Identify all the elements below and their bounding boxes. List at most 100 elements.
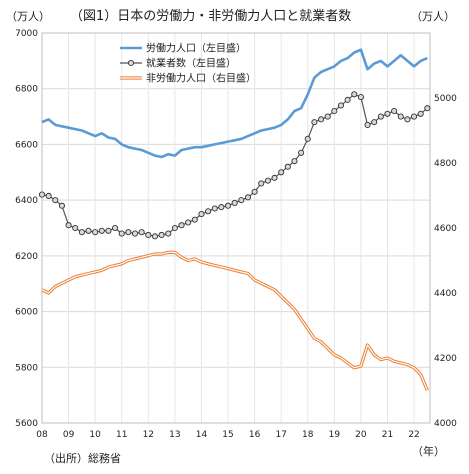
- series-point: [291, 158, 298, 165]
- x-tick-label: 11: [116, 430, 127, 440]
- series-point: [138, 229, 145, 236]
- series-point: [244, 194, 252, 201]
- series-point: [391, 107, 398, 115]
- series-point: [92, 229, 99, 236]
- x-tick-label: 13: [169, 430, 180, 440]
- series-point: [45, 192, 52, 200]
- left-tick-label: 6000: [15, 308, 38, 318]
- series-point: [317, 116, 325, 123]
- x-axis-unit: （年）: [412, 444, 445, 458]
- right-tick-label: 4400: [434, 289, 457, 299]
- x-tick-label: 22: [408, 430, 419, 440]
- left-tick-label: 5600: [15, 419, 38, 429]
- series-point: [98, 227, 105, 234]
- series-point: [278, 169, 285, 176]
- right-tick-label: 4200: [434, 354, 457, 364]
- series-point: [258, 180, 265, 187]
- series-point: [78, 229, 85, 236]
- legend-label: 非労働力人口（右目盛）: [146, 72, 256, 85]
- right-tick-label: 4600: [434, 224, 457, 234]
- series-point: [171, 224, 178, 232]
- series-point: [218, 204, 225, 211]
- legend-label: 労働力人口（左目盛）: [146, 42, 246, 55]
- x-tick-label: 20: [355, 430, 367, 440]
- series-point: [397, 113, 404, 120]
- x-tick-label: 08: [36, 430, 48, 440]
- series-point: [371, 119, 378, 126]
- series-point: [351, 91, 358, 98]
- legend-item: 労働力人口（左目盛）: [120, 42, 246, 55]
- series-point: [377, 113, 384, 120]
- series-point: [284, 163, 291, 170]
- series-point: [38, 191, 46, 198]
- series-point: [58, 202, 65, 209]
- series-point: [251, 188, 258, 195]
- series-point: [264, 177, 271, 184]
- series-point: [384, 110, 391, 117]
- series-point: [105, 227, 112, 234]
- x-tick-label: 12: [143, 430, 154, 440]
- x-tick-label: 09: [63, 430, 75, 440]
- series-point: [145, 231, 152, 239]
- x-tick-label: 14: [196, 430, 208, 440]
- left-axis-unit: （万人）: [6, 10, 50, 23]
- series-point: [178, 222, 185, 229]
- series-point: [198, 211, 205, 218]
- series-point: [424, 105, 431, 112]
- series-2: [41, 250, 429, 392]
- series-point: [404, 116, 411, 123]
- x-tick-label: 18: [302, 430, 314, 440]
- series-point: [72, 224, 79, 232]
- series-point: [65, 222, 72, 229]
- series-point: [331, 107, 338, 115]
- series-point: [151, 233, 158, 240]
- x-tick-label: 19: [329, 430, 341, 440]
- series-point: [238, 197, 245, 204]
- x-tick-label: 17: [275, 430, 286, 440]
- series-point: [231, 199, 238, 206]
- series-point: [125, 229, 132, 236]
- right-tick-label: 4000: [434, 419, 457, 429]
- source-note: （出所）総務省: [44, 451, 121, 465]
- series-point: [224, 202, 232, 209]
- series-line-inner: [41, 251, 428, 391]
- plot-border: [41, 32, 431, 424]
- right-tick-label: 5000: [434, 94, 457, 104]
- series-point: [311, 119, 318, 126]
- x-tick-label: 21: [382, 430, 393, 440]
- legend-item: 就業者数（左目盛）: [120, 57, 236, 70]
- x-axis-ticks: 08 09 10 11 12 13 14 15 16 17 18 19 20 21 22: [36, 430, 420, 440]
- left-tick-label: 6800: [15, 85, 38, 95]
- chart-title: （図1）日本の労働力・非労働力人口と就業者数: [70, 8, 351, 24]
- series-point: [158, 231, 165, 239]
- series-point: [118, 230, 125, 237]
- series-point: [85, 227, 92, 234]
- series-point: [112, 224, 119, 232]
- left-tick-label: 7000: [15, 29, 38, 39]
- x-tick-label: 10: [89, 430, 101, 440]
- series-point: [185, 219, 192, 226]
- series-1: [38, 91, 431, 240]
- series-point: [357, 94, 364, 101]
- series-point: [52, 197, 59, 204]
- legend: 労働力人口（左目盛） 就業者数（左目盛） 非労働力人口（右目盛）: [120, 42, 256, 85]
- series-point: [324, 113, 331, 120]
- right-tick-label: 4800: [434, 159, 457, 169]
- series-point: [131, 230, 139, 237]
- legend-label: 就業者数（左目盛）: [146, 57, 236, 70]
- right-axis-ticks: 4000 4200 4400 4600 4800 5000: [434, 94, 457, 429]
- series-point: [211, 205, 218, 212]
- series-point: [298, 149, 305, 156]
- series-point: [165, 230, 172, 237]
- series-point: [417, 110, 424, 117]
- series-point: [191, 216, 198, 223]
- right-axis-unit: （万人）: [411, 10, 455, 23]
- legend-marker: [127, 59, 135, 67]
- left-tick-label: 6200: [15, 252, 38, 262]
- legend-item: 非労働力人口（右目盛）: [120, 72, 256, 85]
- left-axis-ticks: 5600 5800 6000 6200 6400 6600 6800 7000: [15, 29, 38, 429]
- left-tick-label: 5800: [15, 363, 38, 373]
- series-point: [271, 174, 278, 181]
